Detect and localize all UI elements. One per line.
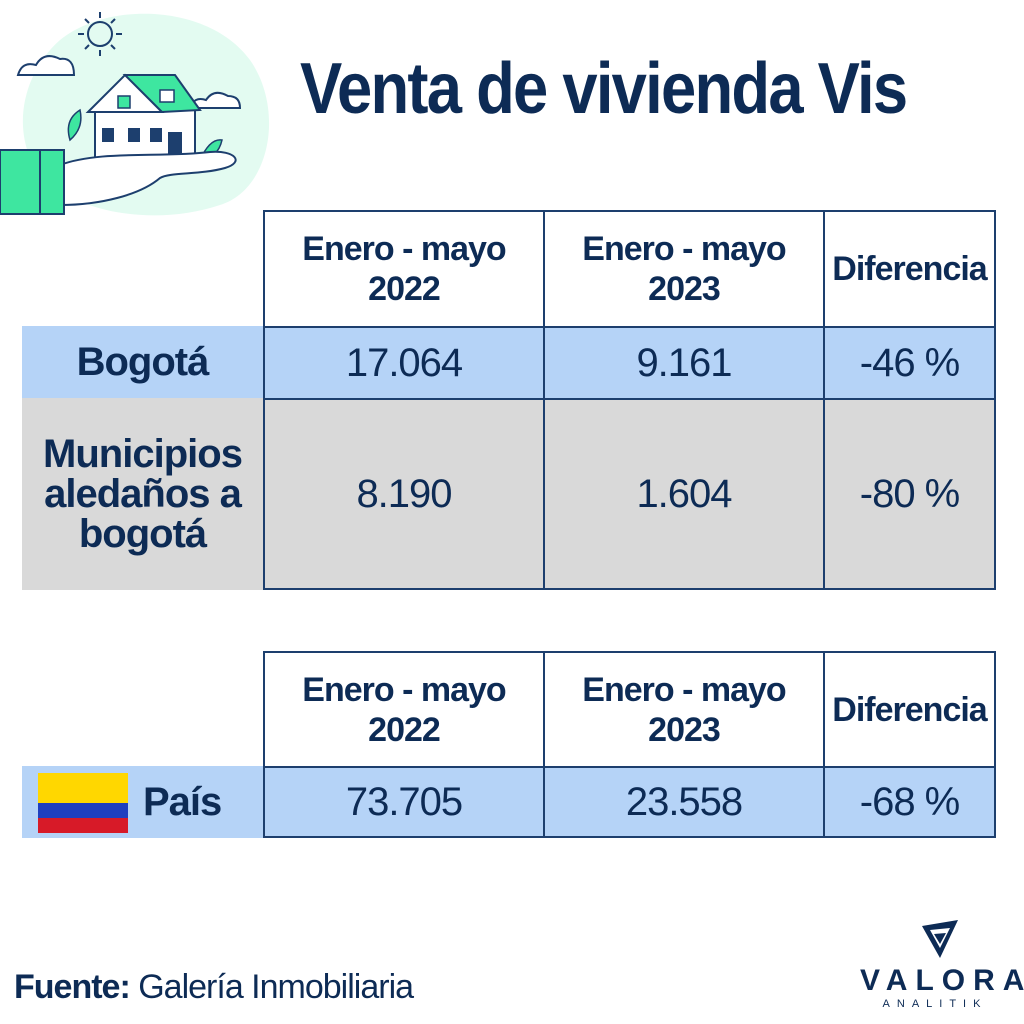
column-header: Enero - mayo 2022 — [263, 210, 545, 328]
table-cell: -80 % — [823, 398, 996, 590]
column-header: Enero - mayo 2023 — [543, 210, 825, 328]
column-header: Enero - mayo 2023 — [543, 651, 825, 768]
row-label: Municipios aledaños a bogotá — [43, 432, 243, 556]
source-note: Fuente: Galería Inmobiliaria — [14, 968, 414, 1007]
page-title: Venta de vivienda Vis — [300, 49, 908, 129]
table-cell: -46 % — [823, 326, 996, 400]
logo-name: VALORA — [860, 964, 1024, 997]
table-cell: -68 % — [823, 766, 996, 838]
colombia-flag-icon — [38, 773, 128, 833]
table-cell: 23.558 — [543, 766, 825, 838]
table-row — [22, 326, 996, 398]
house-in-hand-illustration — [0, 12, 270, 216]
column-header: Enero - mayo 2022 — [263, 651, 545, 768]
row-label: Bogotá — [76, 340, 210, 384]
logo-mark-icon — [922, 920, 958, 958]
source-label: Fuente: — [14, 968, 131, 1006]
table-cell: 8.190 — [263, 398, 545, 590]
table-cell: 17.064 — [263, 326, 545, 400]
source-text: Galería Inmobiliaria — [138, 968, 414, 1006]
column-header: Diferencia — [823, 651, 996, 768]
valora-analitik-logo: VALORA ANALITIK — [860, 918, 1024, 1018]
table-cell: 1.604 — [543, 398, 825, 590]
logo-sub: ANALITIK — [882, 998, 988, 1010]
row-label: País — [143, 780, 222, 824]
table-cell: 9.161 — [543, 326, 825, 400]
table-row — [22, 766, 996, 838]
column-header: Diferencia — [823, 210, 996, 328]
table-row — [22, 398, 996, 590]
table-cell: 73.705 — [263, 766, 545, 838]
